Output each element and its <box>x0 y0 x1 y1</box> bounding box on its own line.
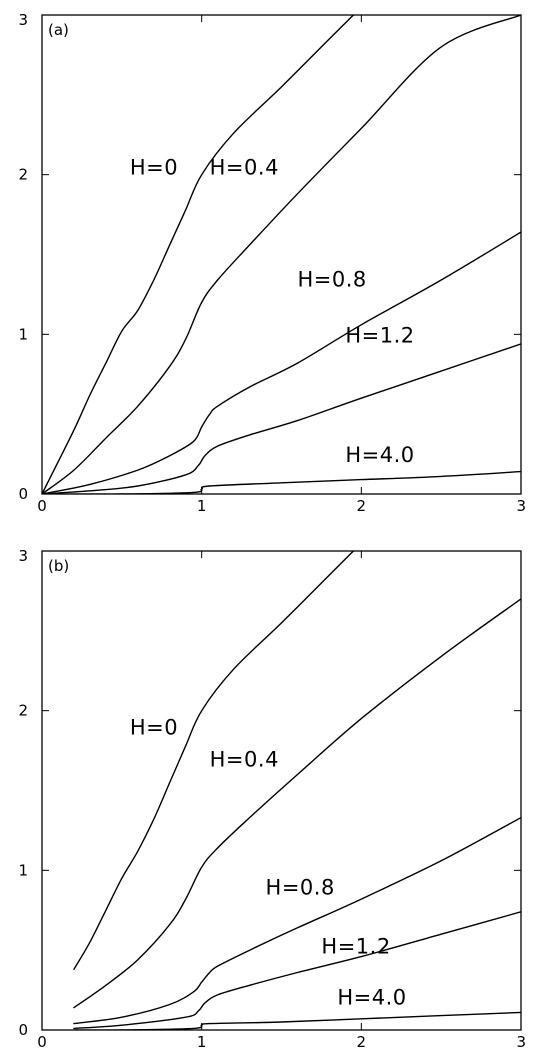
series-line-h-0-8 <box>73 816 521 1025</box>
curve-label: H=0.4 <box>210 748 279 772</box>
y-tick-label: 0 <box>18 485 28 503</box>
curve-label: H=0.8 <box>266 875 335 899</box>
series-line-h-0 <box>73 551 355 970</box>
y-tick-label: 2 <box>18 702 28 720</box>
y-tick-label: 1 <box>18 861 28 879</box>
series-line-h-1-2 <box>42 343 521 494</box>
series-line-h-0-8 <box>42 231 521 494</box>
curve-label: H=0.8 <box>297 267 366 291</box>
plot-frame <box>41 14 522 495</box>
y-tick-label: 3 <box>18 11 28 29</box>
series-line-h-1-2 <box>73 911 521 1030</box>
y-tick-label: 2 <box>18 166 28 184</box>
series-line-h-0-4 <box>42 15 521 494</box>
series-line-h-0-4 <box>73 598 521 1009</box>
x-tick-label: 1 <box>197 1033 207 1051</box>
series-line-h-4-0 <box>42 470 521 494</box>
series-line-h-4-0 <box>73 1011 521 1030</box>
x-tick-label: 1 <box>197 497 207 515</box>
curve-label: H=0.4 <box>210 156 279 180</box>
panel-label: (a) <box>48 21 69 39</box>
x-tick-label: 0 <box>37 497 47 515</box>
x-tick-label: 2 <box>357 1033 367 1051</box>
chart-panel-b: 0 1 2 3 0 1 2 3 (b) H=0 H=0.4 H=0.8 H=1.2 H=4.0 <box>18 547 526 1051</box>
chart-panel-a: 0 1 2 3 0 1 2 3 (a) H=0 H=0.4 H=0.8 H=1.2 H=4.0 <box>18 11 526 515</box>
curve-label: H=0 <box>130 716 178 740</box>
x-tick-label: 3 <box>516 1033 526 1051</box>
y-tick-label: 3 <box>18 547 28 565</box>
y-tick-label: 0 <box>18 1021 28 1039</box>
y-tick-label: 1 <box>18 325 28 343</box>
x-tick-label: 2 <box>357 497 367 515</box>
plot-frame <box>41 550 522 1031</box>
curve-label: H=4.0 <box>345 443 414 467</box>
curve-label: H=0 <box>130 156 178 180</box>
series-line-h-0 <box>42 15 355 494</box>
x-tick-label: 0 <box>37 1033 47 1051</box>
curve-label: H=4.0 <box>337 985 406 1009</box>
curve-label: H=1.2 <box>321 934 390 958</box>
x-tick-label: 3 <box>516 497 526 515</box>
panel-label: (b) <box>48 557 69 575</box>
curve-label: H=1.2 <box>345 323 414 347</box>
